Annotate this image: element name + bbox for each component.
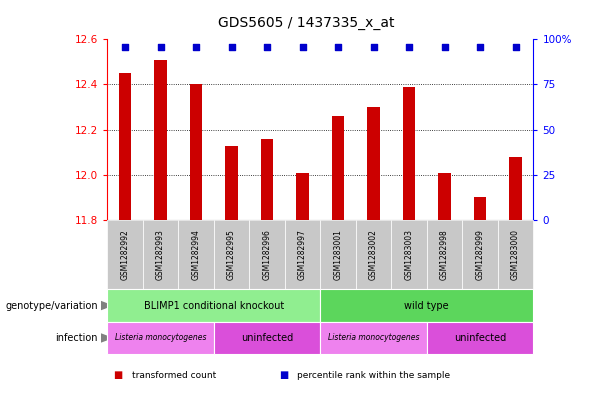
Bar (119, 73, 131, 220)
Text: GSM1282992: GSM1282992 (121, 229, 129, 280)
Text: genotype/variation: genotype/variation (6, 301, 98, 310)
Text: ■: ■ (279, 370, 288, 380)
Bar (438, 173, 451, 220)
Bar (190, 84, 202, 220)
Bar (154, 60, 167, 220)
Point (404, 44, 414, 51)
Bar (474, 197, 486, 220)
Text: GSM1282995: GSM1282995 (227, 229, 236, 280)
Point (333, 44, 343, 51)
Point (368, 44, 378, 51)
Bar (509, 157, 522, 220)
Text: Listeria monocytogenes: Listeria monocytogenes (115, 334, 207, 342)
Text: GSM1282996: GSM1282996 (262, 229, 272, 280)
Text: GSM1282993: GSM1282993 (156, 229, 165, 280)
Polygon shape (101, 301, 112, 310)
Point (298, 44, 308, 51)
Bar (403, 87, 415, 220)
Text: infection: infection (56, 333, 98, 343)
Text: percentile rank within the sample: percentile rank within the sample (297, 371, 451, 380)
Text: BLIMP1 conditional knockout: BLIMP1 conditional knockout (143, 301, 284, 310)
Point (262, 44, 272, 51)
Point (120, 44, 130, 51)
Bar (226, 145, 238, 220)
Point (191, 44, 201, 51)
Text: GSM1283002: GSM1283002 (369, 229, 378, 280)
Text: GSM1282994: GSM1282994 (191, 229, 200, 280)
Text: GSM1282999: GSM1282999 (476, 229, 484, 280)
Text: GSM1283003: GSM1283003 (405, 229, 414, 280)
Polygon shape (101, 334, 112, 342)
Text: uninfected: uninfected (241, 333, 293, 343)
Point (475, 44, 485, 51)
Text: uninfected: uninfected (454, 333, 506, 343)
Point (440, 44, 449, 51)
Text: GSM1282998: GSM1282998 (440, 229, 449, 280)
Bar (296, 173, 309, 220)
Point (511, 44, 520, 51)
Text: ■: ■ (113, 370, 123, 380)
Text: transformed count: transformed count (132, 371, 216, 380)
Point (156, 44, 166, 51)
Text: GDS5605 / 1437335_x_at: GDS5605 / 1437335_x_at (218, 16, 395, 30)
Text: wild type: wild type (405, 301, 449, 310)
Text: GSM1282997: GSM1282997 (298, 229, 307, 280)
Bar (261, 139, 273, 220)
Bar (332, 116, 345, 220)
Text: Listeria monocytogenes: Listeria monocytogenes (328, 334, 419, 342)
Text: GSM1283001: GSM1283001 (333, 229, 343, 280)
Text: GSM1283000: GSM1283000 (511, 229, 520, 280)
Bar (367, 107, 380, 220)
Point (227, 44, 237, 51)
